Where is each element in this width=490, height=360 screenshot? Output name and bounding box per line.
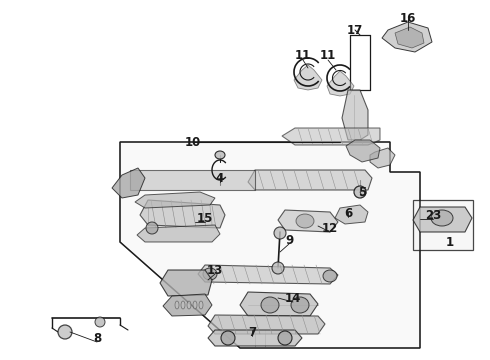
Ellipse shape xyxy=(278,331,292,345)
Ellipse shape xyxy=(323,270,337,282)
Polygon shape xyxy=(395,27,424,48)
Ellipse shape xyxy=(221,331,235,345)
Polygon shape xyxy=(346,140,380,162)
Ellipse shape xyxy=(272,262,284,274)
Ellipse shape xyxy=(431,210,453,226)
Polygon shape xyxy=(382,22,432,52)
Text: 9: 9 xyxy=(285,234,293,247)
Ellipse shape xyxy=(261,297,279,313)
Ellipse shape xyxy=(203,268,217,280)
Text: 10: 10 xyxy=(185,135,201,149)
Polygon shape xyxy=(294,65,322,90)
Text: 11: 11 xyxy=(295,49,311,62)
Polygon shape xyxy=(130,170,255,190)
Ellipse shape xyxy=(199,301,203,309)
Text: 4: 4 xyxy=(216,171,224,185)
Ellipse shape xyxy=(187,301,191,309)
Polygon shape xyxy=(120,142,420,348)
Polygon shape xyxy=(240,292,318,316)
Polygon shape xyxy=(140,200,225,228)
Polygon shape xyxy=(335,205,368,224)
Text: 5: 5 xyxy=(358,185,366,198)
Text: 7: 7 xyxy=(248,325,256,338)
Polygon shape xyxy=(160,270,212,296)
Ellipse shape xyxy=(354,186,366,198)
Ellipse shape xyxy=(274,227,286,239)
Ellipse shape xyxy=(95,317,105,327)
Text: 12: 12 xyxy=(322,221,338,234)
Text: 1: 1 xyxy=(446,235,454,248)
Polygon shape xyxy=(342,90,368,140)
Polygon shape xyxy=(282,128,380,145)
Ellipse shape xyxy=(291,297,309,313)
Text: 17: 17 xyxy=(347,23,363,36)
Text: 14: 14 xyxy=(285,292,301,305)
Polygon shape xyxy=(198,265,338,284)
Polygon shape xyxy=(208,315,325,334)
Polygon shape xyxy=(248,170,372,190)
Ellipse shape xyxy=(193,301,197,309)
Text: 23: 23 xyxy=(425,208,441,221)
Ellipse shape xyxy=(58,325,72,339)
Polygon shape xyxy=(137,225,220,242)
Ellipse shape xyxy=(146,222,158,234)
Polygon shape xyxy=(413,207,472,232)
Polygon shape xyxy=(278,210,338,232)
Text: 16: 16 xyxy=(400,12,416,24)
Text: 6: 6 xyxy=(344,207,352,220)
Text: 8: 8 xyxy=(93,332,101,345)
Polygon shape xyxy=(135,192,215,208)
Ellipse shape xyxy=(215,151,225,159)
Polygon shape xyxy=(112,168,145,198)
Polygon shape xyxy=(327,71,354,96)
Polygon shape xyxy=(163,294,212,316)
Text: 13: 13 xyxy=(207,264,223,276)
Polygon shape xyxy=(370,148,395,168)
Bar xyxy=(413,200,473,250)
Text: 15: 15 xyxy=(197,212,213,225)
Polygon shape xyxy=(208,330,302,346)
Ellipse shape xyxy=(175,301,179,309)
Ellipse shape xyxy=(296,214,314,228)
Ellipse shape xyxy=(181,301,185,309)
Text: 11: 11 xyxy=(320,49,336,62)
